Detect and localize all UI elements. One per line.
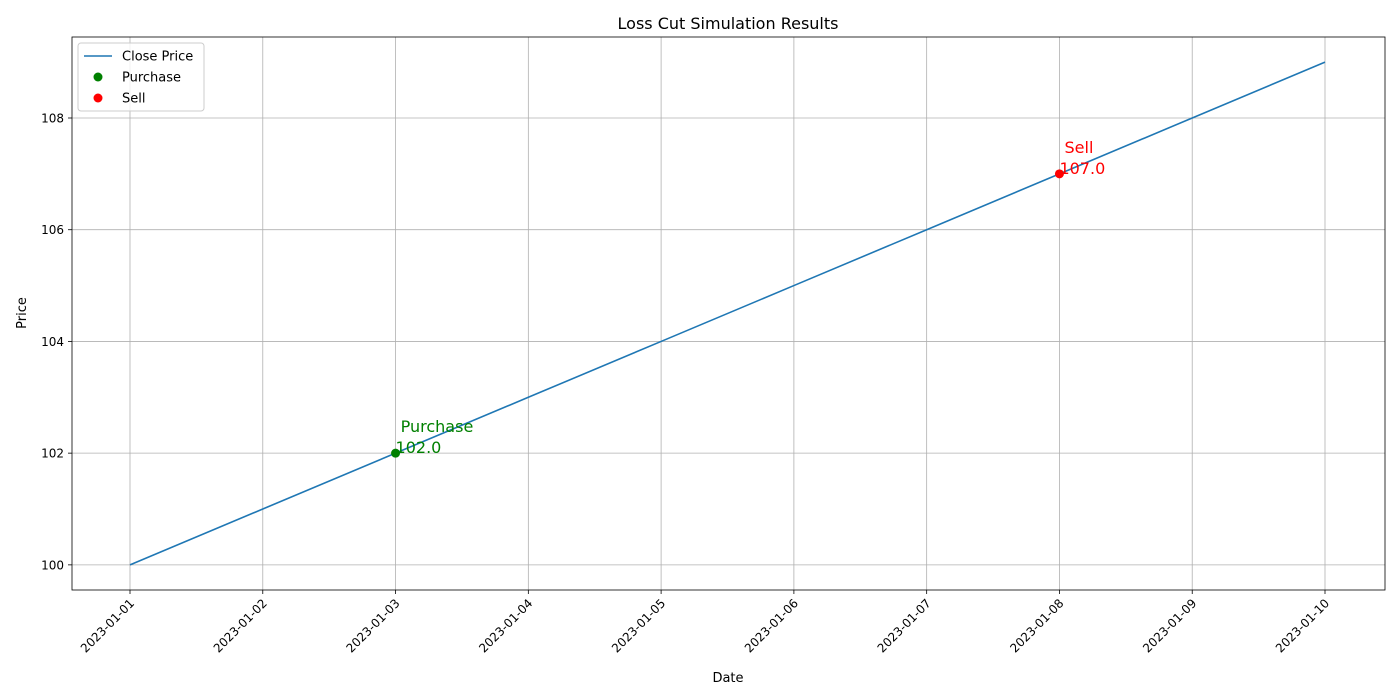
plot-frame <box>71 36 1386 591</box>
x-tick-label: 2023-01-09 <box>1140 596 1199 655</box>
x-tick-label: 2023-01-07 <box>875 596 934 655</box>
x-tick-label: 2023-01-05 <box>609 596 668 655</box>
legend-swatch-sell <box>93 93 103 103</box>
y-tick-label: 102 <box>41 447 64 461</box>
sell-annotation-label: Sell <box>1059 138 1093 157</box>
close-price-line <box>129 61 1326 566</box>
x-tick-label: 2023-01-08 <box>1007 596 1066 655</box>
y-axis-label: Price <box>15 297 30 329</box>
legend-label-sell: Sell <box>122 92 145 107</box>
y-tick-label: 108 <box>41 111 64 125</box>
purchase-point <box>391 448 401 458</box>
legend-swatch-purchase <box>93 72 103 82</box>
x-tick-label: 2023-01-06 <box>742 596 801 655</box>
purchase-annotation-value: 102.0 <box>396 438 442 457</box>
y-tick-label: 100 <box>41 558 64 572</box>
x-tick-label: 2023-01-04 <box>476 596 535 655</box>
x-tick-label: 2023-01-10 <box>1273 596 1332 655</box>
y-tick-label: 106 <box>41 223 64 237</box>
sell-annotation-value: 107.0 <box>1059 159 1105 178</box>
purchase-annotation-label: Purchase <box>396 417 474 436</box>
x-tick-label: 2023-01-02 <box>211 596 270 655</box>
chart-title: Loss Cut Simulation Results <box>618 14 839 33</box>
legend-box <box>77 42 205 112</box>
x-tick-label: 2023-01-03 <box>343 596 402 655</box>
legend-label-close-price: Close Price <box>122 50 193 65</box>
x-tick-label: 2023-01-01 <box>78 596 137 655</box>
y-tick-label: 104 <box>41 335 64 349</box>
sell-point <box>1054 169 1064 179</box>
x-axis-label: Date <box>712 671 743 686</box>
legend-label-purchase: Purchase <box>122 71 181 86</box>
